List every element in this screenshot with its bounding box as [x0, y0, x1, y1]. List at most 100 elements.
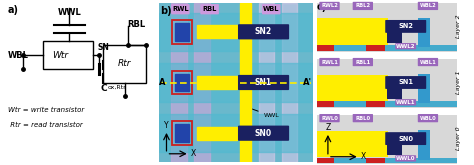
Bar — [387, 78, 402, 99]
Text: SN: SN — [97, 43, 109, 52]
Bar — [194, 3, 210, 162]
Bar — [317, 75, 388, 101]
FancyBboxPatch shape — [319, 58, 340, 66]
Text: Rtr = read transistor: Rtr = read transistor — [8, 122, 82, 128]
Text: RWL: RWL — [172, 6, 189, 12]
Text: RBL2: RBL2 — [356, 3, 370, 8]
Bar — [172, 121, 192, 145]
Bar — [419, 18, 429, 47]
Bar — [317, 57, 456, 108]
Bar — [317, 57, 456, 59]
FancyBboxPatch shape — [171, 4, 190, 14]
Bar — [240, 3, 251, 162]
Bar — [317, 45, 456, 51]
Text: SN2: SN2 — [255, 27, 272, 36]
Text: A: A — [159, 78, 165, 87]
Text: WWL1: WWL1 — [396, 100, 416, 105]
Bar — [175, 23, 189, 41]
FancyBboxPatch shape — [385, 76, 426, 89]
Text: SN1: SN1 — [255, 78, 272, 87]
Text: WWL2: WWL2 — [396, 44, 416, 49]
Text: RBL1: RBL1 — [355, 60, 371, 65]
FancyBboxPatch shape — [319, 114, 340, 122]
Text: Rtr: Rtr — [118, 59, 132, 68]
Text: WBL: WBL — [8, 51, 29, 60]
Text: C: C — [100, 84, 107, 93]
Bar — [175, 124, 189, 142]
Text: Layer 1: Layer 1 — [456, 71, 461, 94]
Bar — [197, 76, 237, 89]
Bar — [317, 1, 456, 52]
Text: RBL: RBL — [202, 6, 217, 12]
Text: SN0: SN0 — [398, 136, 413, 142]
Text: RBL0: RBL0 — [356, 116, 370, 121]
Bar — [282, 3, 298, 162]
FancyBboxPatch shape — [385, 20, 426, 33]
Text: Y: Y — [164, 121, 169, 130]
Text: c): c) — [317, 2, 327, 13]
Bar — [317, 113, 456, 115]
FancyBboxPatch shape — [418, 58, 438, 66]
Bar — [159, 114, 313, 152]
Text: X: X — [191, 149, 196, 158]
Bar — [366, 158, 385, 163]
Bar — [317, 113, 456, 164]
FancyBboxPatch shape — [262, 4, 281, 14]
Text: WWL: WWL — [248, 107, 279, 118]
Text: RWL0: RWL0 — [321, 116, 338, 121]
Bar — [197, 127, 237, 140]
FancyBboxPatch shape — [418, 2, 438, 10]
Bar — [159, 64, 313, 101]
FancyBboxPatch shape — [238, 75, 289, 90]
Text: SN1: SN1 — [398, 80, 413, 85]
Text: b): b) — [160, 6, 172, 16]
Text: Layer 2: Layer 2 — [456, 15, 461, 38]
FancyBboxPatch shape — [418, 114, 438, 122]
FancyBboxPatch shape — [238, 126, 289, 141]
Text: ox,Rtr: ox,Rtr — [108, 85, 127, 90]
Text: WWL: WWL — [57, 8, 82, 17]
Text: WBL2: WBL2 — [419, 3, 437, 8]
Bar — [419, 74, 429, 103]
Bar — [43, 41, 92, 69]
Bar — [317, 45, 334, 51]
Text: RWL1: RWL1 — [321, 60, 338, 65]
Bar — [259, 3, 274, 162]
Bar — [171, 3, 187, 162]
FancyBboxPatch shape — [353, 58, 373, 66]
Text: Z: Z — [325, 123, 330, 132]
Text: Layer 0: Layer 0 — [456, 127, 461, 150]
Bar — [172, 71, 192, 94]
FancyBboxPatch shape — [385, 132, 426, 145]
Bar — [159, 13, 313, 51]
Text: SN0: SN0 — [255, 129, 272, 138]
FancyBboxPatch shape — [353, 2, 373, 10]
Text: SN2: SN2 — [398, 23, 413, 29]
Text: a): a) — [8, 5, 19, 15]
Text: RWL2: RWL2 — [321, 3, 338, 8]
FancyBboxPatch shape — [319, 2, 340, 10]
Bar — [317, 101, 456, 107]
Text: X: X — [361, 152, 366, 161]
Bar — [317, 158, 334, 163]
Text: WWL0: WWL0 — [396, 156, 416, 161]
FancyBboxPatch shape — [353, 114, 373, 122]
Bar — [419, 130, 429, 160]
Bar — [197, 25, 237, 38]
Bar — [387, 21, 402, 43]
Text: A': A' — [303, 78, 312, 87]
Bar — [387, 134, 402, 155]
FancyBboxPatch shape — [201, 4, 219, 14]
Text: WBL: WBL — [263, 6, 280, 12]
Text: Wtr: Wtr — [52, 51, 68, 60]
FancyBboxPatch shape — [238, 24, 289, 39]
Bar — [317, 158, 456, 163]
Bar — [317, 18, 388, 45]
Bar — [175, 74, 189, 91]
Text: Wtr = write transistor: Wtr = write transistor — [8, 107, 84, 113]
Bar — [103, 45, 146, 82]
Bar — [366, 101, 385, 107]
Bar — [317, 101, 334, 107]
Bar — [317, 1, 456, 3]
Text: WBL1: WBL1 — [419, 60, 437, 65]
